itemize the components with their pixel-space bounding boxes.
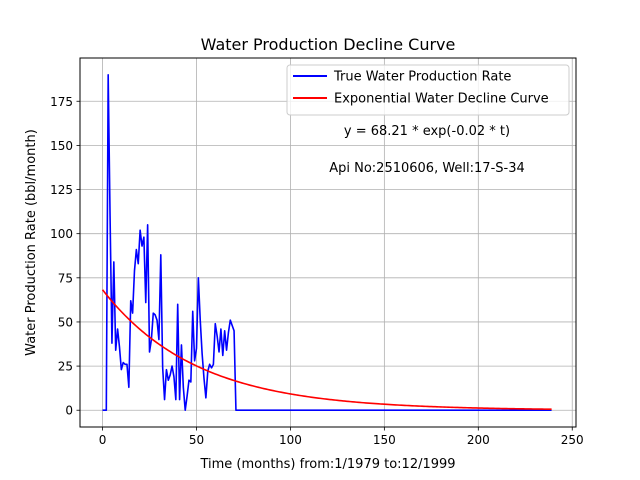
legend: True Water Production Rate Exponential W… <box>286 64 570 116</box>
x-tick-label: 50 <box>189 433 204 447</box>
x-tick-label: 200 <box>467 433 490 447</box>
chart-title: Water Production Decline Curve <box>201 35 456 54</box>
legend-label-decline-curve: Exponential Water Decline Curve <box>334 92 549 107</box>
series-group <box>101 73 552 412</box>
ticks: 0 50 100 150 200 250 0 25 50 75 100 125 150 175 <box>50 95 584 447</box>
plot-frame <box>79 57 577 428</box>
y-tick-label: 150 <box>50 139 73 153</box>
legend-label-true-rate: True Water Production Rate <box>333 70 511 85</box>
legend-box <box>286 64 570 116</box>
x-tick-label: 100 <box>279 433 302 447</box>
y-tick-label: 175 <box>50 95 73 109</box>
annotation-equation: y = 68.21 * exp(-0.02 * t) <box>344 124 510 139</box>
x-tick-label: 150 <box>373 433 396 447</box>
y-tick-label: 125 <box>50 183 73 197</box>
series-line-true-rate <box>102 73 552 412</box>
x-tick-label: 250 <box>561 433 584 447</box>
x-axis-label: Time (months) from:1/1979 to:12/1999 <box>199 457 455 472</box>
y-tick-label: 0 <box>65 404 73 418</box>
series-line-decline-curve <box>101 289 552 411</box>
annotation-well-info: Api No:2510606, Well:17-S-34 <box>329 161 525 176</box>
y-axis-label: Water Production Rate (bbl/month) <box>24 129 39 356</box>
y-tick-label: 100 <box>50 227 73 241</box>
y-tick-label: 75 <box>58 271 73 285</box>
y-tick-label: 50 <box>58 315 73 329</box>
y-tick-label: 25 <box>58 360 73 374</box>
x-tick-label: 0 <box>99 433 107 447</box>
